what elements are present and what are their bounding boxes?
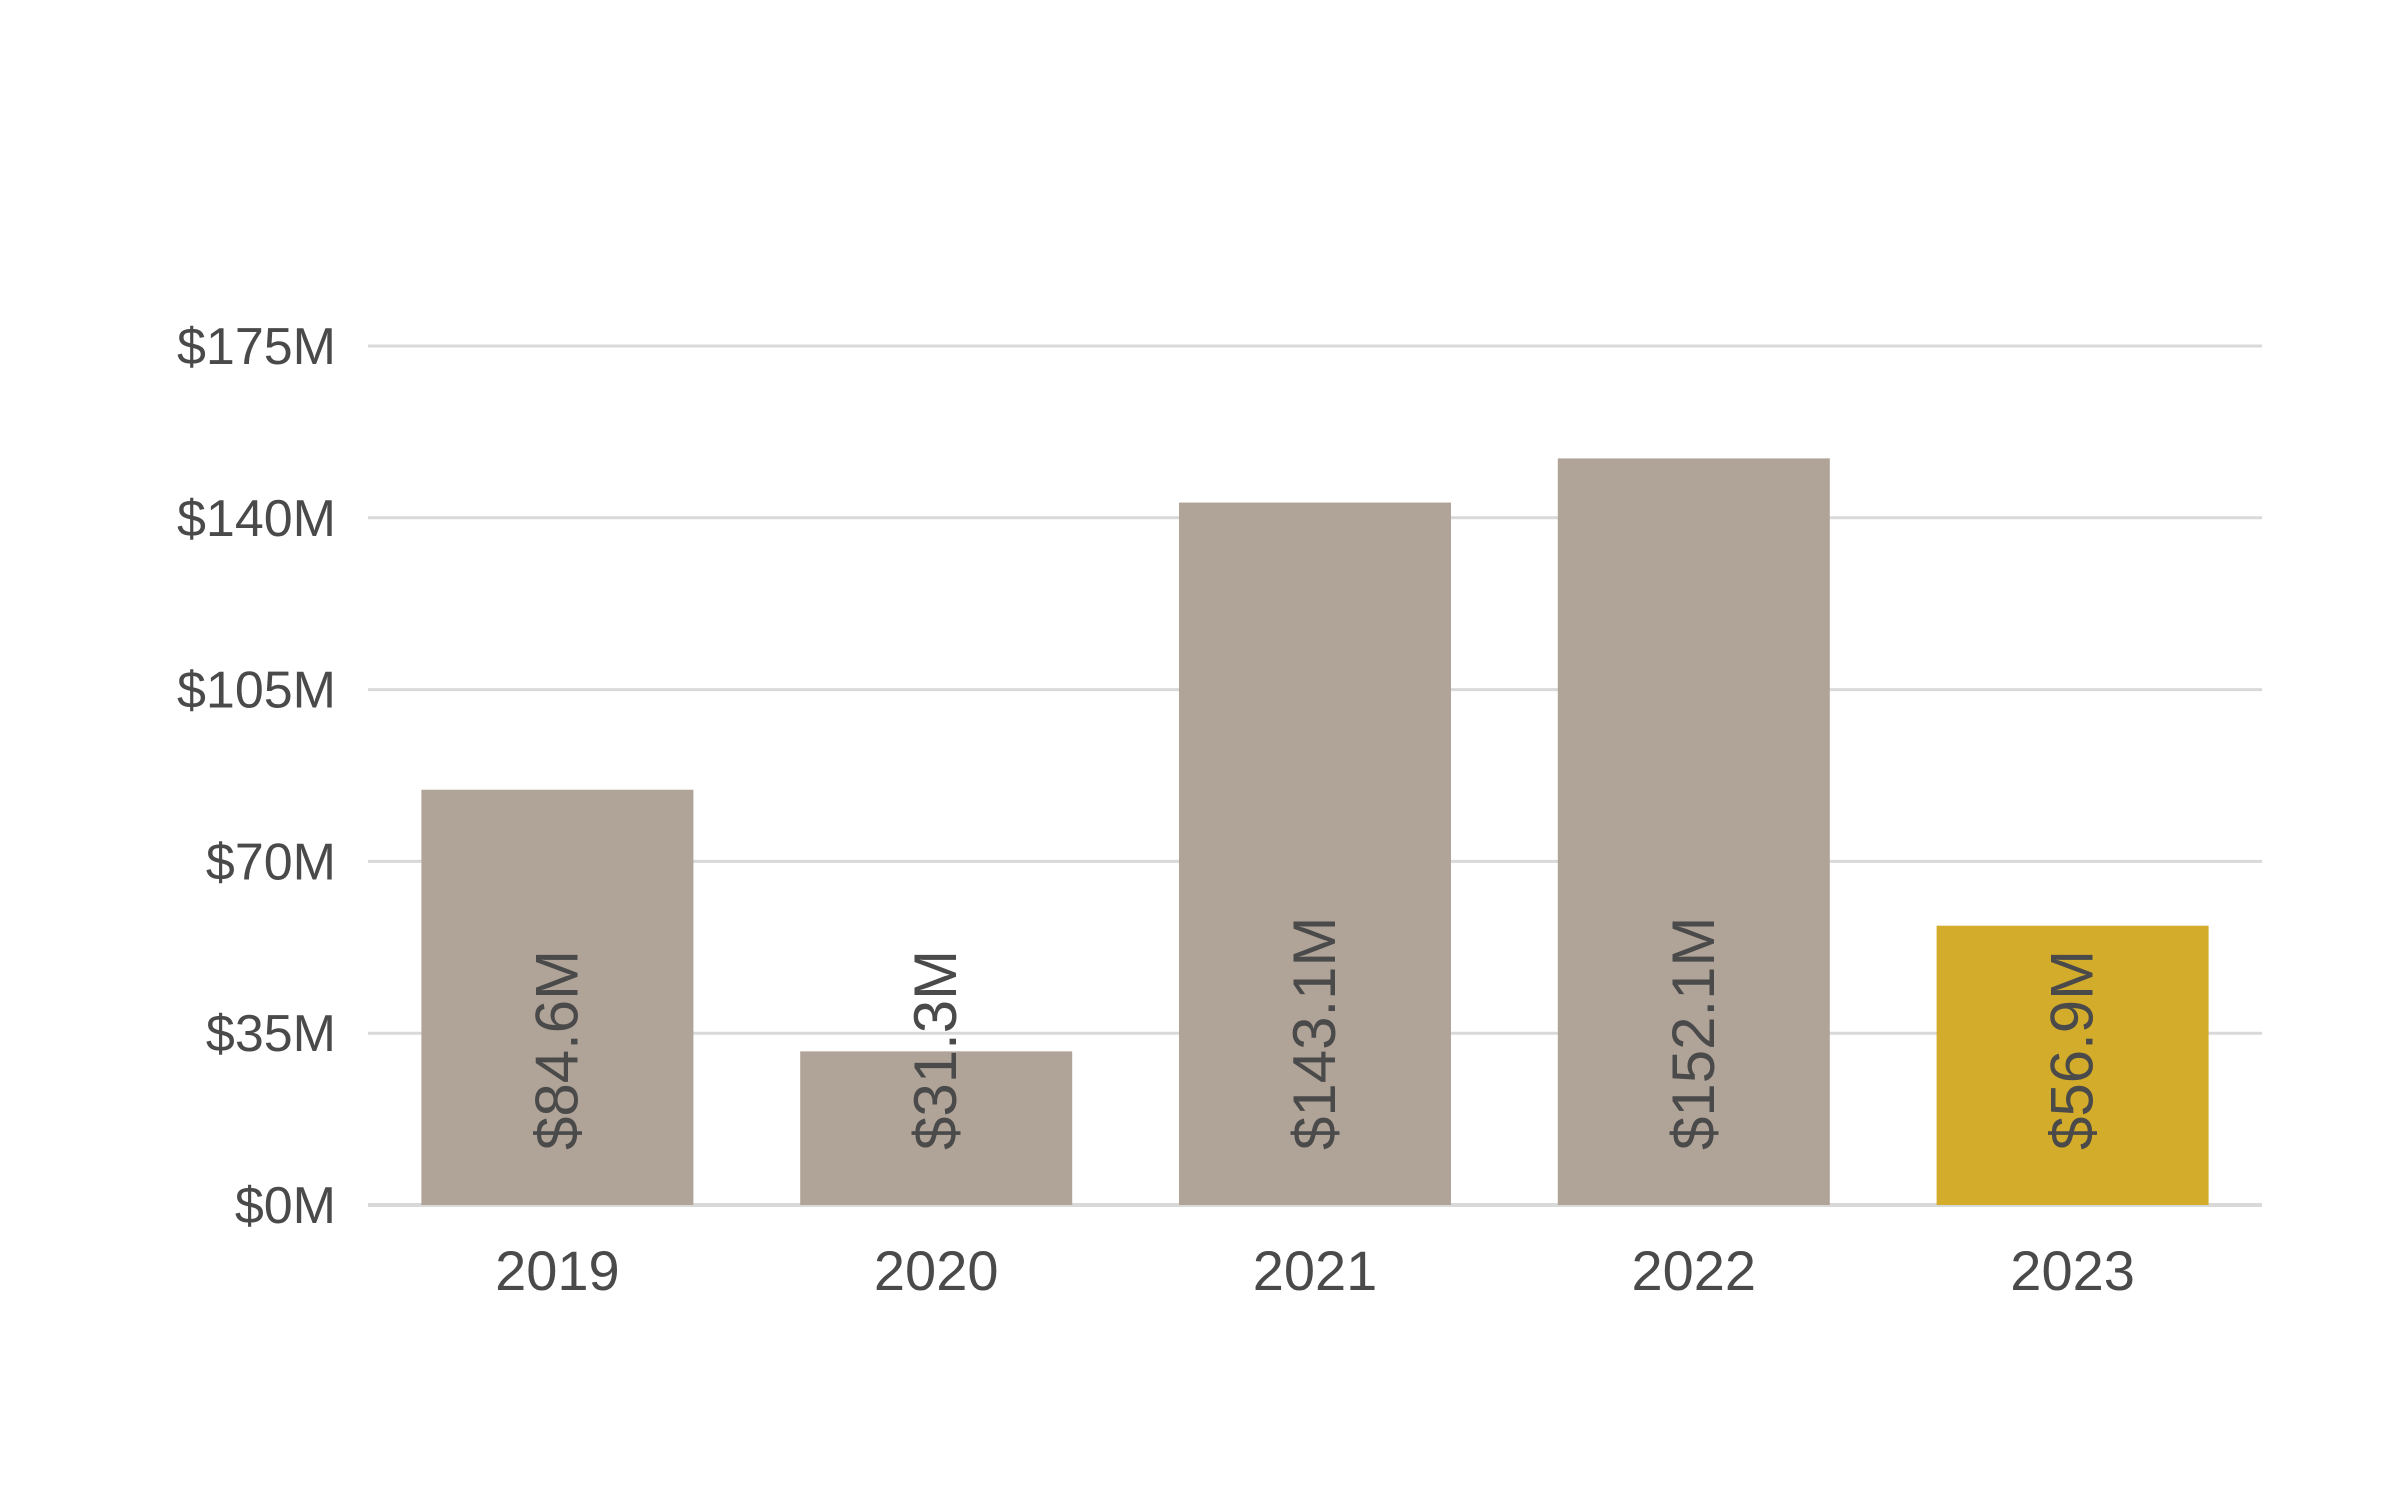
data-label: $56.9M xyxy=(2039,950,2106,1150)
y-axis-ticks: $0M $35M $70M $105M $140M $175M xyxy=(177,318,336,1235)
x-tick-label: 2019 xyxy=(495,1239,620,1302)
y-tick-label: $175M xyxy=(177,318,336,376)
data-label: $84.6M xyxy=(523,950,590,1150)
x-tick-label: 2022 xyxy=(1632,1239,1757,1302)
y-tick-label: $35M xyxy=(206,1005,336,1063)
bars xyxy=(421,458,2209,1206)
bar-2020 xyxy=(800,1051,1073,1205)
data-labels: $84.6M $31.3M $143.1M $152.1M $56.9M xyxy=(523,917,2105,1151)
bar-2023 xyxy=(1936,925,2209,1205)
data-label: $152.1M xyxy=(1660,917,1727,1151)
bar-2021 xyxy=(1179,502,1451,1205)
x-tick-label: 2021 xyxy=(1253,1239,1378,1302)
x-tick-label: 2023 xyxy=(2010,1239,2135,1302)
data-label: $143.1M xyxy=(1281,917,1348,1151)
data-label: $31.3M xyxy=(902,950,969,1150)
y-tick-label: $70M xyxy=(206,833,336,891)
x-tick-label: 2020 xyxy=(874,1239,999,1302)
y-tick-label: $140M xyxy=(177,490,336,548)
y-tick-label: $0M xyxy=(235,1177,336,1235)
x-axis-ticks: 2019 2020 2021 2022 2023 xyxy=(495,1239,2135,1302)
bar-2022 xyxy=(1557,458,1830,1206)
bar-2019 xyxy=(421,789,694,1205)
y-tick-label: $105M xyxy=(177,662,336,720)
